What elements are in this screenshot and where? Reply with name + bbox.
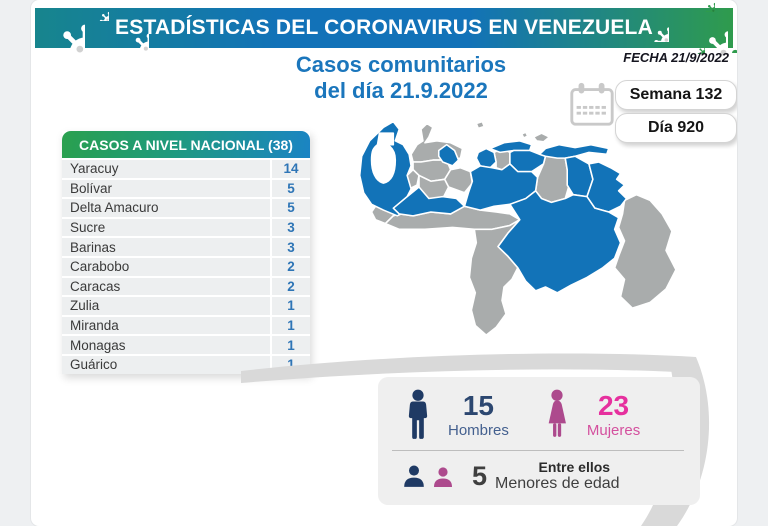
state-name: Caracas (62, 277, 270, 296)
page-title: ESTADÍSTICAS DEL CORONAVIRUS EN VENEZUEL… (115, 16, 653, 39)
men-value: 15 (462, 389, 494, 421)
state-name: Yaracuy (62, 160, 270, 178)
state-name: Miranda (62, 316, 270, 335)
minors-icons (402, 465, 454, 487)
minors-intro: Entre ellos (538, 459, 611, 475)
subtitle-line2: del día 21.9.2022 (314, 77, 488, 103)
calendar-icon (570, 82, 614, 126)
state-name: Guárico (62, 355, 270, 374)
map-state-caracas (489, 140, 533, 154)
cases-table-body: Yaracuy 14 Bolívar 5 Delta Amacuro 5 Sucre 3 Bar… (62, 160, 310, 374)
table-row: Zulia 1 (62, 297, 310, 315)
state-cases: 2 (272, 257, 310, 276)
gender-stats-panel: 15 Hombres 23 Mujeres (378, 377, 700, 505)
state-cases: 3 (272, 238, 310, 256)
state-name: Bolívar (62, 179, 270, 198)
map-lake-maracaibo (376, 132, 395, 146)
map-state-carabobo (475, 147, 497, 169)
state-name: Sucre (62, 218, 270, 237)
subtitle-line1: Casos comunitarios (295, 52, 507, 77)
men-label: Hombres (448, 421, 509, 439)
minors-value: 5 (472, 460, 488, 491)
date-label: FECHA 21/9/2022 (623, 50, 729, 65)
map-state-barinas (392, 186, 466, 217)
venezuela-map (358, 120, 677, 336)
week-badge: Semana 132 (615, 80, 737, 110)
subtitle: Casos comunitarios del día 21.9.2022 (251, 52, 551, 104)
state-cases: 5 (272, 179, 310, 198)
state-cases: 1 (272, 336, 310, 354)
minor-girl-icon (434, 467, 452, 487)
state-cases: 2 (272, 277, 310, 296)
women-value: 23 (597, 389, 630, 421)
state-name: Monagas (62, 336, 270, 354)
table-row: Barinas 3 (62, 238, 310, 256)
map-state-sucre (538, 143, 610, 159)
women-label: Mujeres (586, 421, 641, 439)
state-name: Delta Amacuro (62, 199, 270, 217)
infographic-card: ESTADÍSTICAS DEL CORONAVIRUS EN VENEZUEL… (31, 0, 737, 526)
table-row: Monagas 1 (62, 336, 310, 354)
table-row: Carabobo 2 (62, 257, 310, 276)
woman-icon (548, 389, 566, 437)
table-row: Bolívar 5 (62, 179, 310, 198)
state-cases: 1 (272, 316, 310, 335)
map-island (520, 131, 529, 139)
table-row: Yaracuy 14 (62, 160, 310, 178)
table-row: Caracas 2 (62, 277, 310, 296)
day-badge: Día 920 (615, 113, 737, 143)
map-state-cojedes (443, 167, 474, 194)
minor-boy-icon (404, 465, 424, 487)
state-cases: 5 (272, 199, 310, 217)
map-island (475, 120, 486, 130)
state-name: Carabobo (62, 257, 270, 276)
map-state-bolivar (497, 190, 622, 294)
header-banner: ESTADÍSTICAS DEL CORONAVIRUS EN VENEZUEL… (35, 8, 733, 48)
state-name: Zulia (62, 297, 270, 315)
state-cases: 1 (272, 297, 310, 315)
stats-divider (392, 450, 684, 451)
minors-stat: 5 Entre ellos Menores de edad (472, 459, 620, 493)
state-cases: 3 (272, 218, 310, 237)
women-stat: 23 Mujeres (586, 389, 641, 439)
map-island-margarita (532, 132, 551, 143)
men-stat: 15 Hombres (448, 389, 509, 439)
table-row: Delta Amacuro 5 (62, 199, 310, 217)
map-state-yaracuy (437, 143, 460, 167)
table-row: Miranda 1 (62, 316, 310, 335)
cases-table: CASOS A NIVEL NACIONAL (38) Yaracuy 14 Bol… (62, 131, 310, 374)
table-row: Guárico 1 (62, 355, 310, 374)
cases-table-header: CASOS A NIVEL NACIONAL (38) (62, 131, 310, 158)
state-cases: 14 (272, 160, 310, 178)
table-row: Sucre 3 (62, 218, 310, 237)
map-state-delta-amacuro (586, 161, 628, 213)
man-icon (408, 389, 428, 439)
minors-label: Menores de edad (495, 475, 620, 492)
state-name: Barinas (62, 238, 270, 256)
map-region-esequibo (613, 193, 677, 309)
